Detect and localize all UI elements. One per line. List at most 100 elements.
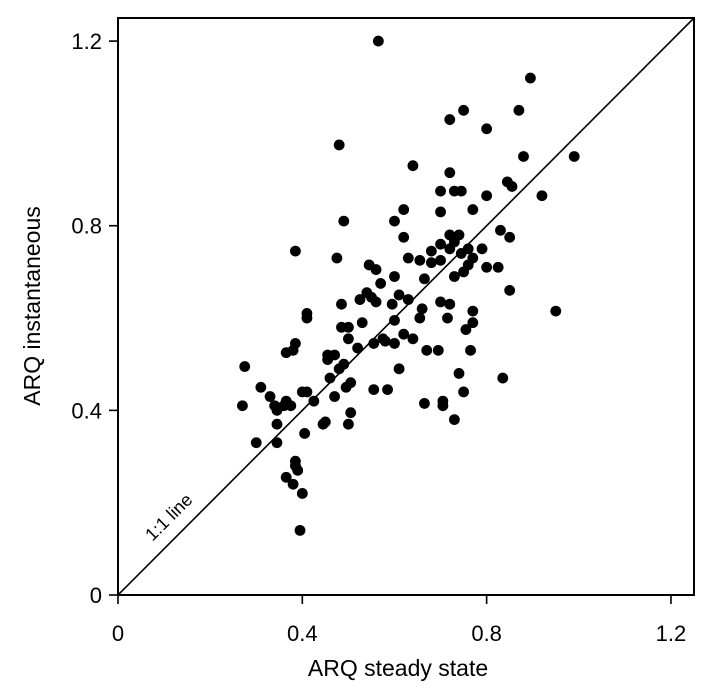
data-point (492, 261, 504, 273)
data-point (465, 344, 476, 356)
data-point (444, 114, 456, 125)
y-axis-label: ARQ instantaneous (19, 206, 45, 405)
data-point (467, 305, 479, 317)
data-point (280, 471, 292, 483)
data-point (495, 224, 506, 236)
data-point (301, 312, 313, 324)
data-point (354, 294, 366, 305)
data-point (382, 384, 393, 395)
data-point (421, 344, 433, 356)
data-point (497, 372, 509, 384)
data-point (419, 398, 430, 409)
data-point (460, 324, 472, 335)
data-point (425, 257, 437, 269)
data-point (370, 296, 382, 308)
data-point (504, 284, 516, 296)
x-axis: 0 0.4 0.8 1.2 (112, 595, 686, 646)
data-point (287, 344, 299, 356)
data-point (338, 215, 350, 227)
data-point (389, 338, 400, 349)
data-point (379, 335, 391, 347)
data-point (481, 261, 493, 273)
data-point (442, 312, 453, 324)
data-point (444, 167, 456, 179)
data-point (458, 386, 469, 398)
one-to-one-line (117, 17, 695, 596)
data-point (398, 328, 410, 340)
data-point (393, 289, 405, 301)
x-tick-label: 0.8 (471, 621, 502, 646)
data-point (389, 271, 400, 282)
data-point (255, 381, 267, 393)
data-point (504, 231, 516, 243)
data-point (398, 204, 410, 215)
data-point (356, 317, 368, 329)
data-point (568, 151, 580, 162)
data-point (481, 123, 493, 135)
data-point (375, 278, 387, 289)
data-point (370, 264, 382, 275)
data-point (414, 254, 426, 266)
x-tick-label: 1.2 (656, 621, 687, 646)
data-point (292, 464, 304, 476)
y-tick-label: 0.4 (71, 398, 102, 423)
data-point (329, 391, 340, 402)
data-point (237, 400, 248, 412)
plot-frame (117, 17, 695, 596)
data-point (386, 298, 398, 310)
data-point (317, 418, 329, 430)
data-point (264, 391, 276, 402)
data-point (525, 72, 536, 84)
data-point (322, 354, 334, 365)
data-point (444, 243, 456, 255)
data-point (455, 248, 467, 259)
data-point (398, 231, 410, 243)
data-point (476, 243, 488, 255)
data-point (425, 245, 437, 257)
data-points (237, 35, 580, 536)
data-point (416, 303, 428, 315)
data-point (271, 404, 283, 416)
data-point (448, 271, 460, 282)
x-tick-label: 0.4 (287, 621, 318, 646)
data-point (308, 395, 320, 407)
data-point (368, 384, 380, 395)
data-point (389, 215, 400, 227)
data-point (352, 342, 364, 354)
data-point (407, 333, 419, 345)
data-point (435, 254, 446, 266)
data-point (336, 298, 347, 310)
data-point (506, 181, 518, 192)
data-point (467, 317, 479, 329)
x-tick-label: 0 (112, 621, 124, 646)
data-point (393, 363, 405, 375)
data-point (458, 266, 469, 278)
data-point (285, 400, 297, 412)
data-point (372, 35, 384, 47)
y-axis: 0 0.4 0.8 1.2 (71, 29, 118, 608)
data-point (250, 437, 262, 449)
data-point (343, 333, 354, 345)
data-point (343, 321, 354, 333)
data-point (432, 344, 444, 356)
data-point (513, 104, 525, 116)
data-point (437, 400, 449, 412)
data-point (239, 361, 251, 372)
data-point (301, 386, 313, 398)
data-point (419, 273, 430, 285)
data-point (518, 151, 529, 162)
data-point (343, 418, 354, 430)
data-point (345, 407, 357, 419)
data-point (435, 206, 446, 218)
one-to-one-line-label: 1:1 line (141, 490, 196, 545)
data-point (340, 381, 352, 393)
data-point (294, 524, 306, 536)
data-point (467, 204, 479, 215)
data-point (414, 312, 426, 324)
data-point (296, 488, 308, 499)
data-point (299, 428, 311, 439)
data-point (290, 245, 301, 257)
data-point (458, 104, 469, 116)
data-point (455, 185, 467, 197)
